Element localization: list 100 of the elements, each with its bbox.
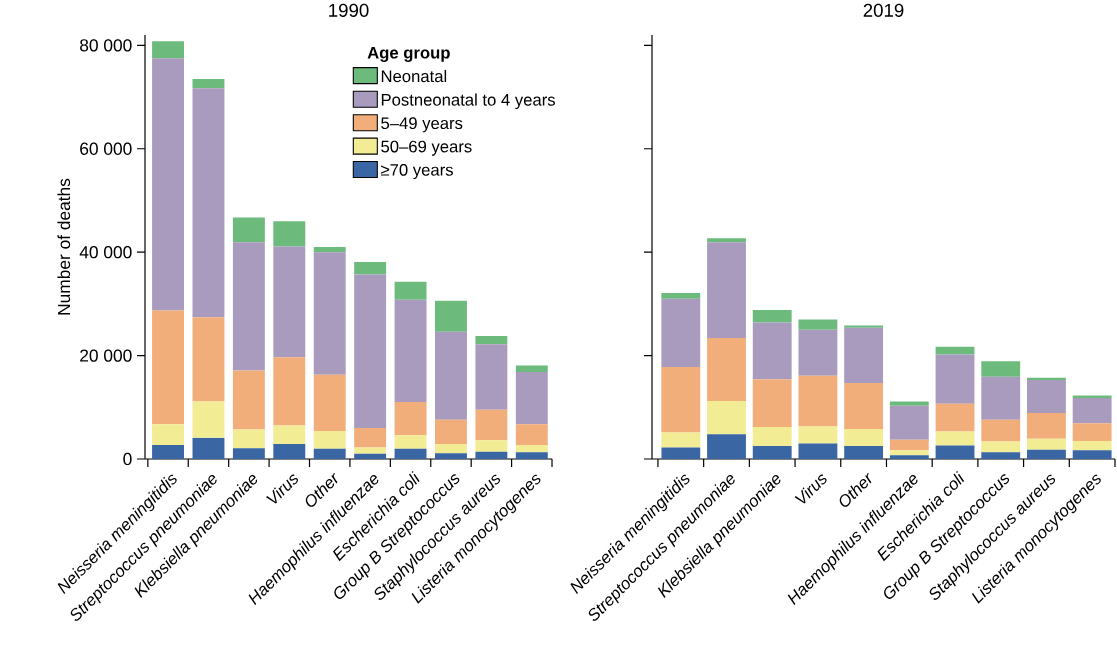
bar — [1072, 440, 1112, 451]
bar — [844, 429, 884, 447]
bar — [935, 403, 975, 432]
bar — [752, 446, 792, 459]
bar — [354, 447, 387, 454]
y-tick-label: 20 000 — [80, 349, 132, 362]
bar — [313, 448, 346, 459]
y-tick-label: 0 — [123, 452, 132, 466]
bar — [313, 374, 346, 432]
bar — [1072, 450, 1112, 459]
bar — [394, 281, 427, 300]
bar — [273, 443, 306, 459]
bar — [475, 440, 508, 452]
bar — [354, 427, 387, 448]
bar — [844, 327, 884, 383]
bar — [844, 325, 884, 328]
bar — [798, 375, 838, 427]
bar — [1072, 395, 1112, 398]
legend-label: Postneonatal to 4 years — [381, 93, 555, 110]
bar — [707, 434, 746, 459]
bar — [354, 274, 387, 428]
bar — [515, 445, 548, 453]
bar — [394, 402, 427, 436]
bar — [798, 426, 838, 444]
bar — [707, 337, 746, 402]
bar — [935, 354, 975, 404]
bar — [354, 261, 387, 275]
legend-label: Neonatal — [381, 69, 447, 83]
bar — [515, 372, 548, 425]
bar — [435, 300, 467, 332]
bar — [152, 41, 185, 59]
bar — [394, 448, 427, 459]
bar — [844, 446, 884, 459]
bar — [192, 78, 225, 89]
bar — [1072, 397, 1112, 424]
bar — [192, 401, 225, 438]
bar — [1027, 377, 1066, 380]
bar — [232, 429, 265, 449]
y-tick-label: 40 000 — [79, 246, 132, 259]
bar — [752, 310, 792, 323]
bar — [752, 426, 792, 447]
chart-title: 1990 — [329, 3, 369, 17]
bar — [394, 299, 427, 403]
bar — [394, 435, 427, 449]
bar — [889, 405, 929, 440]
y-axis-title: Number of deaths — [57, 178, 71, 315]
bar — [661, 298, 701, 367]
bar — [515, 365, 548, 373]
bar — [844, 382, 884, 429]
bar — [192, 437, 225, 459]
bar — [232, 370, 265, 430]
bar — [192, 88, 225, 318]
bar — [752, 379, 792, 427]
legend-label: 50–69 years — [381, 140, 472, 156]
bar — [475, 335, 508, 345]
bar — [981, 441, 1021, 453]
bar — [889, 450, 929, 456]
bar — [152, 424, 185, 446]
bar — [935, 445, 975, 459]
bar — [752, 322, 792, 380]
bar — [1027, 438, 1066, 450]
bar — [661, 432, 701, 448]
bar — [152, 310, 185, 425]
bar — [1027, 449, 1066, 459]
bar — [798, 443, 838, 459]
bar — [435, 419, 467, 444]
bar — [981, 452, 1021, 459]
chart-title: 2019 — [863, 3, 904, 17]
bar — [981, 361, 1021, 377]
bar — [889, 401, 929, 406]
bar — [1027, 379, 1066, 413]
bar — [152, 58, 185, 311]
bar — [798, 329, 838, 376]
bar — [661, 447, 701, 459]
bar — [273, 357, 306, 426]
bar — [313, 252, 346, 375]
bar — [707, 238, 746, 243]
bar — [661, 293, 701, 299]
bar — [273, 221, 306, 247]
bar — [475, 344, 508, 410]
bar — [475, 409, 508, 441]
bar — [475, 451, 508, 459]
bar — [798, 319, 838, 330]
y-tick-label: 60 000 — [80, 142, 132, 155]
bar — [232, 217, 265, 243]
bar — [232, 448, 265, 459]
bar — [889, 455, 929, 459]
bar — [273, 425, 306, 444]
bar — [935, 431, 975, 446]
bar — [935, 346, 975, 355]
legend-title: Age group — [367, 46, 450, 62]
bar — [707, 242, 746, 338]
bar — [1072, 423, 1112, 441]
bar — [707, 401, 746, 435]
bar — [273, 246, 306, 358]
legend-label: 5–49 years — [381, 117, 463, 133]
bar — [661, 366, 701, 433]
bar — [515, 452, 548, 459]
bar — [435, 331, 467, 420]
bar — [192, 317, 225, 402]
